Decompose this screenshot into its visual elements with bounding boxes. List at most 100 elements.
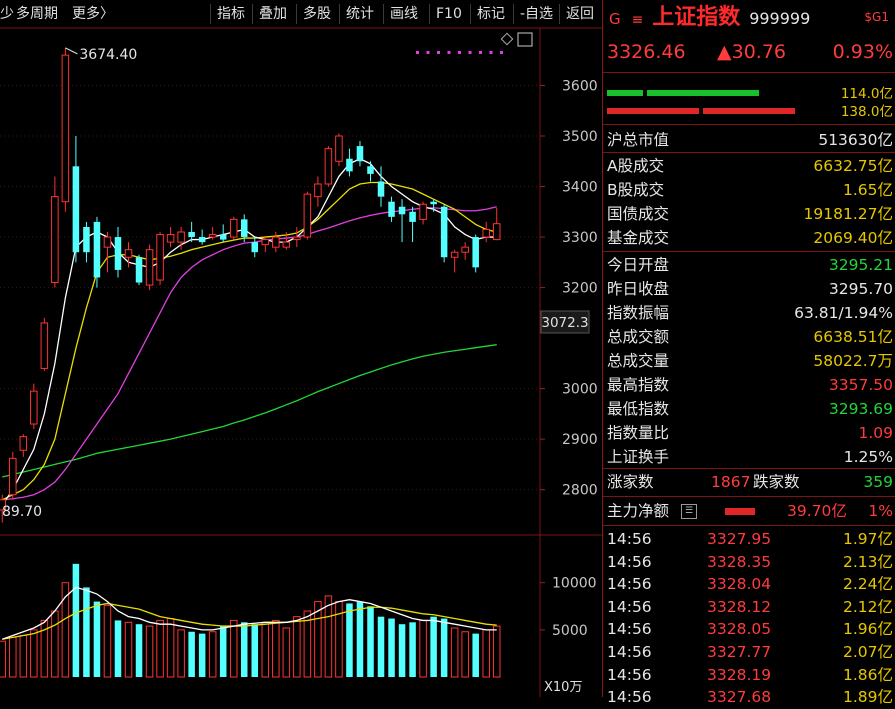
price-row: 3326.46 ▲30.76 0.93%: [607, 38, 893, 66]
candle-body-up: [145, 249, 154, 286]
multi-period-button[interactable]: 多周期: [16, 6, 58, 22]
volume-bar-up: [208, 631, 217, 678]
tick-row: 14:56 3328.12 2.12亿: [607, 595, 893, 619]
candle-body-up: [124, 249, 133, 258]
menu-icon[interactable]: ≡: [631, 12, 644, 28]
turnover-label: 基金成交: [607, 229, 670, 247]
green-bar-a: [607, 90, 643, 96]
toolbar-button-5[interactable]: F10: [436, 6, 462, 22]
turnover-value: 1.65亿: [842, 181, 893, 199]
toolbar-button-6[interactable]: 标记: [477, 6, 505, 22]
down-count-label: 跌家数: [753, 473, 800, 491]
quote-panel: G ≡ 上证指数 999999 $G1 3326.46 ▲30.76 0.93%…: [603, 0, 895, 706]
tick-time: 14:56: [607, 575, 652, 594]
candle-body-down: [356, 146, 364, 162]
price-change: ▲30.76: [717, 41, 787, 63]
price-axis-label: 2900: [562, 432, 598, 448]
window-icon: [517, 32, 533, 47]
price-axis-label: 3500: [562, 129, 598, 145]
total-mv-value: 513630亿: [818, 131, 893, 149]
breadth-row: 涨家数 1867 跌家数 359: [607, 470, 893, 494]
toolbar-button-0[interactable]: 指标: [217, 6, 245, 22]
toolbar-button-1[interactable]: 叠加: [259, 6, 287, 22]
tick-time: 14:56: [607, 530, 652, 548]
turnover-row: 基金成交 2069.40亿: [607, 226, 893, 250]
flow-bar: [725, 508, 755, 515]
price-axis-label: 3200: [562, 281, 598, 297]
candle-body-down: [188, 232, 195, 238]
candle-body-down: [398, 206, 406, 215]
list-icon[interactable]: ☰: [681, 504, 697, 519]
high-marker-line: [65, 47, 78, 55]
kline-chart[interactable]: 3600 3500 3400 3300 3200 3000 2900 2800 10000 500…: [0, 0, 602, 697]
toolbar-button-3[interactable]: 统计: [346, 6, 374, 22]
volume-bar-up: [461, 631, 469, 678]
divider: [603, 468, 895, 469]
candle-body-up: [177, 231, 185, 243]
candle-body-up: [419, 203, 427, 220]
toolbar-button-8[interactable]: 返回: [566, 6, 594, 22]
turnover-label: 国债成交: [607, 205, 670, 223]
g-icon[interactable]: G: [609, 10, 621, 28]
kline-chart-area[interactable]: 3600 3500 3400 3300 3200 3000 2900 2800 10000 500…: [0, 0, 602, 697]
tick-time: 14:56: [607, 620, 652, 639]
candle-body-up: [19, 436, 28, 451]
volume-bar-up: [103, 604, 112, 678]
volume-bar-down: [114, 620, 122, 677]
total-mv-label: 沪总市值: [607, 131, 670, 149]
toolbar-separator: [513, 4, 514, 24]
tick-amount: 2.24亿: [842, 575, 893, 594]
tick-row: 14:56 3328.35 2.13亿: [607, 550, 893, 574]
tick-price: 3328.04: [707, 575, 772, 594]
toolbar-button-4[interactable]: 画线: [390, 6, 418, 22]
green-bar-value: 114.0亿: [840, 86, 893, 102]
candle-body-down: [440, 206, 448, 258]
volume-bar-up: [166, 618, 175, 678]
price-axis-label: 2800: [562, 483, 598, 499]
up-count-value: 1867: [711, 473, 751, 491]
volume-bar-down: [367, 606, 374, 677]
volume-bar-up: [492, 625, 501, 678]
marker-dot: [479, 51, 482, 54]
toolbar-separator: [429, 4, 430, 24]
tick-row: 14:56 3327.95 1.97亿: [607, 527, 893, 551]
tick-price: 3328.05: [707, 620, 772, 639]
toolbar-button-7[interactable]: -自选: [520, 6, 554, 22]
marker-dot: [500, 51, 503, 54]
toolbar-button-2[interactable]: 多股: [303, 6, 331, 22]
volume-bar-up: [177, 629, 185, 678]
divider: [603, 496, 895, 497]
toolbar-fragment[interactable]: 少: [0, 6, 14, 22]
candle-body-down: [251, 242, 259, 253]
green-bar-b: [647, 90, 759, 96]
candle-body-up: [51, 196, 59, 284]
stat-label: 指数振幅: [607, 304, 670, 322]
marker-dot: [468, 51, 472, 54]
volume-bar-down: [388, 618, 395, 677]
marker-dot: [437, 51, 440, 54]
price-axis-label: 3600: [562, 78, 598, 94]
stat-row: 昨日收盘 3295.70: [607, 277, 893, 301]
stat-label: 总成交额: [607, 328, 670, 346]
candle-body-down: [430, 201, 437, 205]
tick-row: 14:56 3328.04 2.24亿: [607, 572, 893, 596]
candle-body-up: [61, 54, 70, 203]
stat-label: 上证换手: [607, 448, 670, 466]
volume-bar-down: [430, 616, 437, 677]
stat-label: 总成交量: [607, 352, 670, 370]
candle-body-down: [346, 158, 353, 172]
current-price: 3326.46: [607, 41, 686, 63]
candle-body-up: [0, 499, 7, 511]
down-count-value: 359: [863, 473, 893, 491]
main-flow-value: 39.70亿: [787, 502, 847, 520]
toolbar-separator: [296, 4, 297, 24]
toolbar-separator: [339, 4, 340, 24]
volume-bar-up: [145, 625, 154, 678]
volume-bar-up: [450, 627, 459, 678]
stat-row: 上证换手 1.25%: [607, 445, 893, 469]
turnover-row: A股成交 6632.75亿: [607, 154, 893, 178]
volume-bar-up: [30, 629, 38, 678]
volume-bar-down: [198, 633, 206, 677]
volume-bar-up: [282, 627, 291, 678]
more-button[interactable]: 更多〉: [72, 6, 114, 22]
